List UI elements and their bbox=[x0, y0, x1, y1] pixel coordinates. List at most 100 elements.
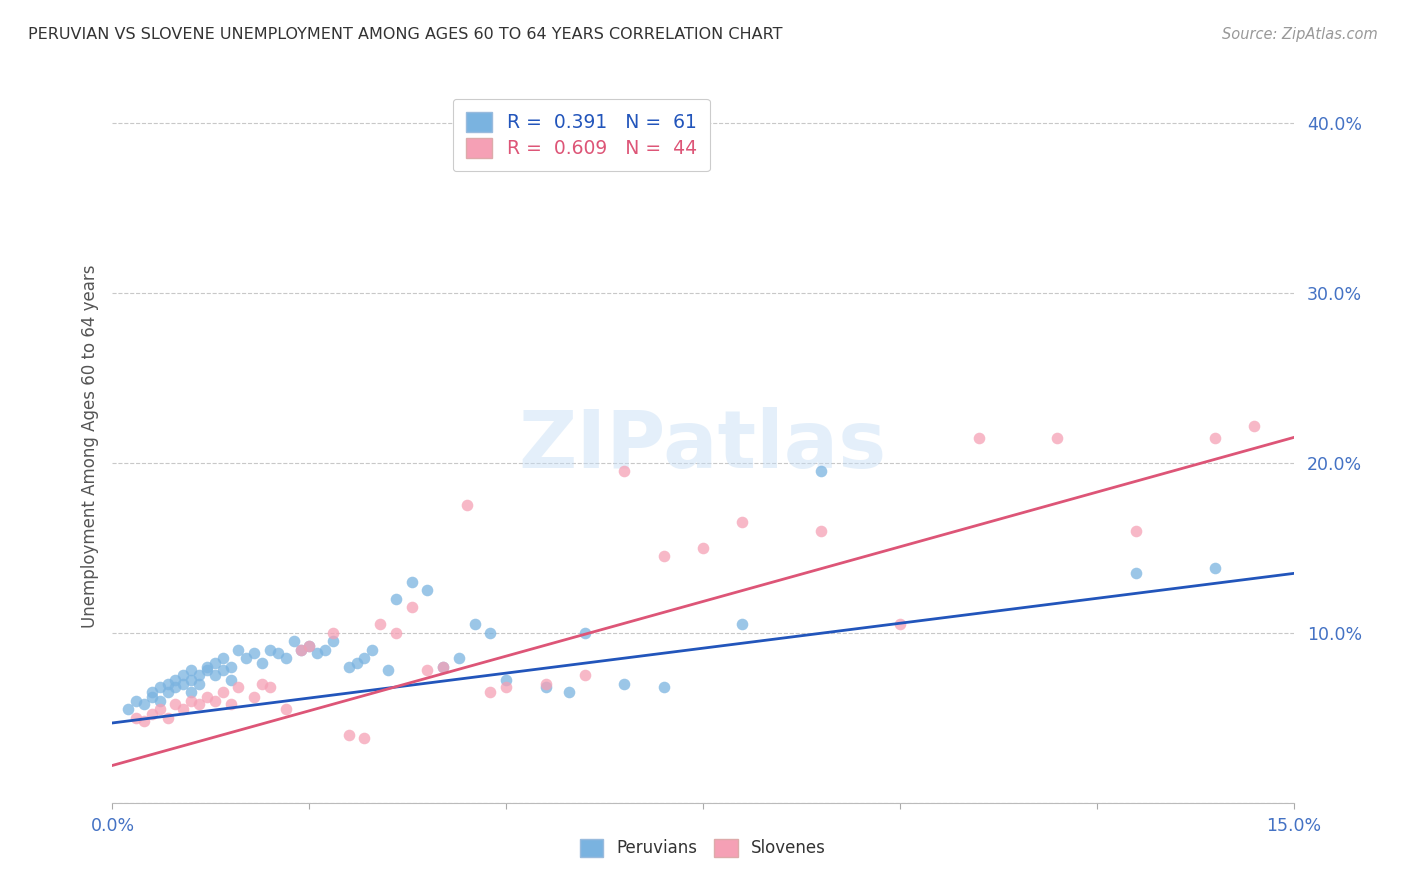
Point bbox=[290, 643, 312, 657]
Point bbox=[810, 524, 832, 538]
Point bbox=[204, 694, 226, 708]
Point bbox=[652, 549, 675, 564]
Point bbox=[322, 634, 344, 648]
Point bbox=[1125, 566, 1147, 581]
Point bbox=[204, 668, 226, 682]
Point bbox=[1046, 430, 1069, 444]
Point bbox=[156, 685, 179, 699]
Point bbox=[353, 651, 375, 665]
Point bbox=[165, 698, 187, 712]
Point bbox=[250, 677, 273, 691]
Point bbox=[810, 465, 832, 479]
Point bbox=[534, 677, 557, 691]
Point bbox=[652, 680, 675, 694]
Point bbox=[613, 677, 636, 691]
Point bbox=[149, 680, 172, 694]
Point bbox=[149, 702, 172, 716]
Point bbox=[125, 711, 148, 725]
Point bbox=[346, 657, 368, 671]
Point bbox=[219, 698, 242, 712]
Point bbox=[274, 651, 297, 665]
Point bbox=[180, 694, 202, 708]
Point bbox=[298, 640, 321, 654]
Point bbox=[416, 583, 439, 598]
Point bbox=[141, 685, 163, 699]
Point bbox=[195, 663, 218, 677]
Point bbox=[385, 591, 408, 606]
Point bbox=[447, 651, 470, 665]
Point bbox=[180, 663, 202, 677]
Point bbox=[228, 643, 250, 657]
Point bbox=[298, 640, 321, 654]
Point bbox=[188, 668, 211, 682]
Point bbox=[125, 694, 148, 708]
Point bbox=[558, 685, 581, 699]
Point bbox=[464, 617, 486, 632]
Point bbox=[211, 685, 233, 699]
Point bbox=[479, 685, 502, 699]
Point bbox=[228, 680, 250, 694]
Point bbox=[250, 657, 273, 671]
Point bbox=[401, 600, 423, 615]
Point bbox=[731, 516, 754, 530]
Legend: Peruvians, Slovenes: Peruvians, Slovenes bbox=[572, 830, 834, 866]
Point bbox=[401, 574, 423, 589]
Point bbox=[156, 677, 179, 691]
Point bbox=[574, 668, 596, 682]
Y-axis label: Unemployment Among Ages 60 to 64 years: Unemployment Among Ages 60 to 64 years bbox=[80, 264, 98, 628]
Point bbox=[432, 660, 454, 674]
Point bbox=[141, 707, 163, 722]
Text: Source: ZipAtlas.com: Source: ZipAtlas.com bbox=[1222, 27, 1378, 42]
Point bbox=[211, 651, 233, 665]
Point bbox=[1125, 524, 1147, 538]
Point bbox=[353, 731, 375, 746]
Text: ZIPatlas: ZIPatlas bbox=[519, 407, 887, 485]
Point bbox=[259, 643, 281, 657]
Point bbox=[235, 651, 257, 665]
Point bbox=[613, 465, 636, 479]
Point bbox=[195, 690, 218, 705]
Point bbox=[211, 663, 233, 677]
Point bbox=[132, 698, 155, 712]
Point bbox=[180, 673, 202, 688]
Point bbox=[267, 646, 290, 660]
Point bbox=[172, 668, 194, 682]
Point bbox=[385, 626, 408, 640]
Point bbox=[141, 690, 163, 705]
Point bbox=[165, 680, 187, 694]
Point bbox=[156, 711, 179, 725]
Point bbox=[1204, 430, 1226, 444]
Point bbox=[322, 626, 344, 640]
Point bbox=[219, 660, 242, 674]
Point bbox=[574, 626, 596, 640]
Point bbox=[132, 714, 155, 729]
Point bbox=[377, 663, 399, 677]
Point bbox=[259, 680, 281, 694]
Point bbox=[314, 643, 336, 657]
Point bbox=[889, 617, 911, 632]
Point bbox=[180, 685, 202, 699]
Point bbox=[117, 702, 139, 716]
Text: PERUVIAN VS SLOVENE UNEMPLOYMENT AMONG AGES 60 TO 64 YEARS CORRELATION CHART: PERUVIAN VS SLOVENE UNEMPLOYMENT AMONG A… bbox=[28, 27, 783, 42]
Point bbox=[361, 643, 384, 657]
Point bbox=[165, 673, 187, 688]
Point bbox=[495, 680, 517, 694]
Point bbox=[368, 617, 391, 632]
Point bbox=[283, 634, 305, 648]
Point bbox=[1243, 418, 1265, 433]
Point bbox=[290, 643, 312, 657]
Point bbox=[204, 657, 226, 671]
Point bbox=[188, 677, 211, 691]
Point bbox=[274, 702, 297, 716]
Point bbox=[692, 541, 714, 555]
Point bbox=[479, 626, 502, 640]
Point bbox=[188, 698, 211, 712]
Point bbox=[219, 673, 242, 688]
Point bbox=[172, 702, 194, 716]
Point bbox=[1204, 561, 1226, 575]
Point bbox=[495, 673, 517, 688]
Point bbox=[456, 499, 478, 513]
Point bbox=[149, 694, 172, 708]
Point bbox=[416, 663, 439, 677]
Point bbox=[432, 660, 454, 674]
